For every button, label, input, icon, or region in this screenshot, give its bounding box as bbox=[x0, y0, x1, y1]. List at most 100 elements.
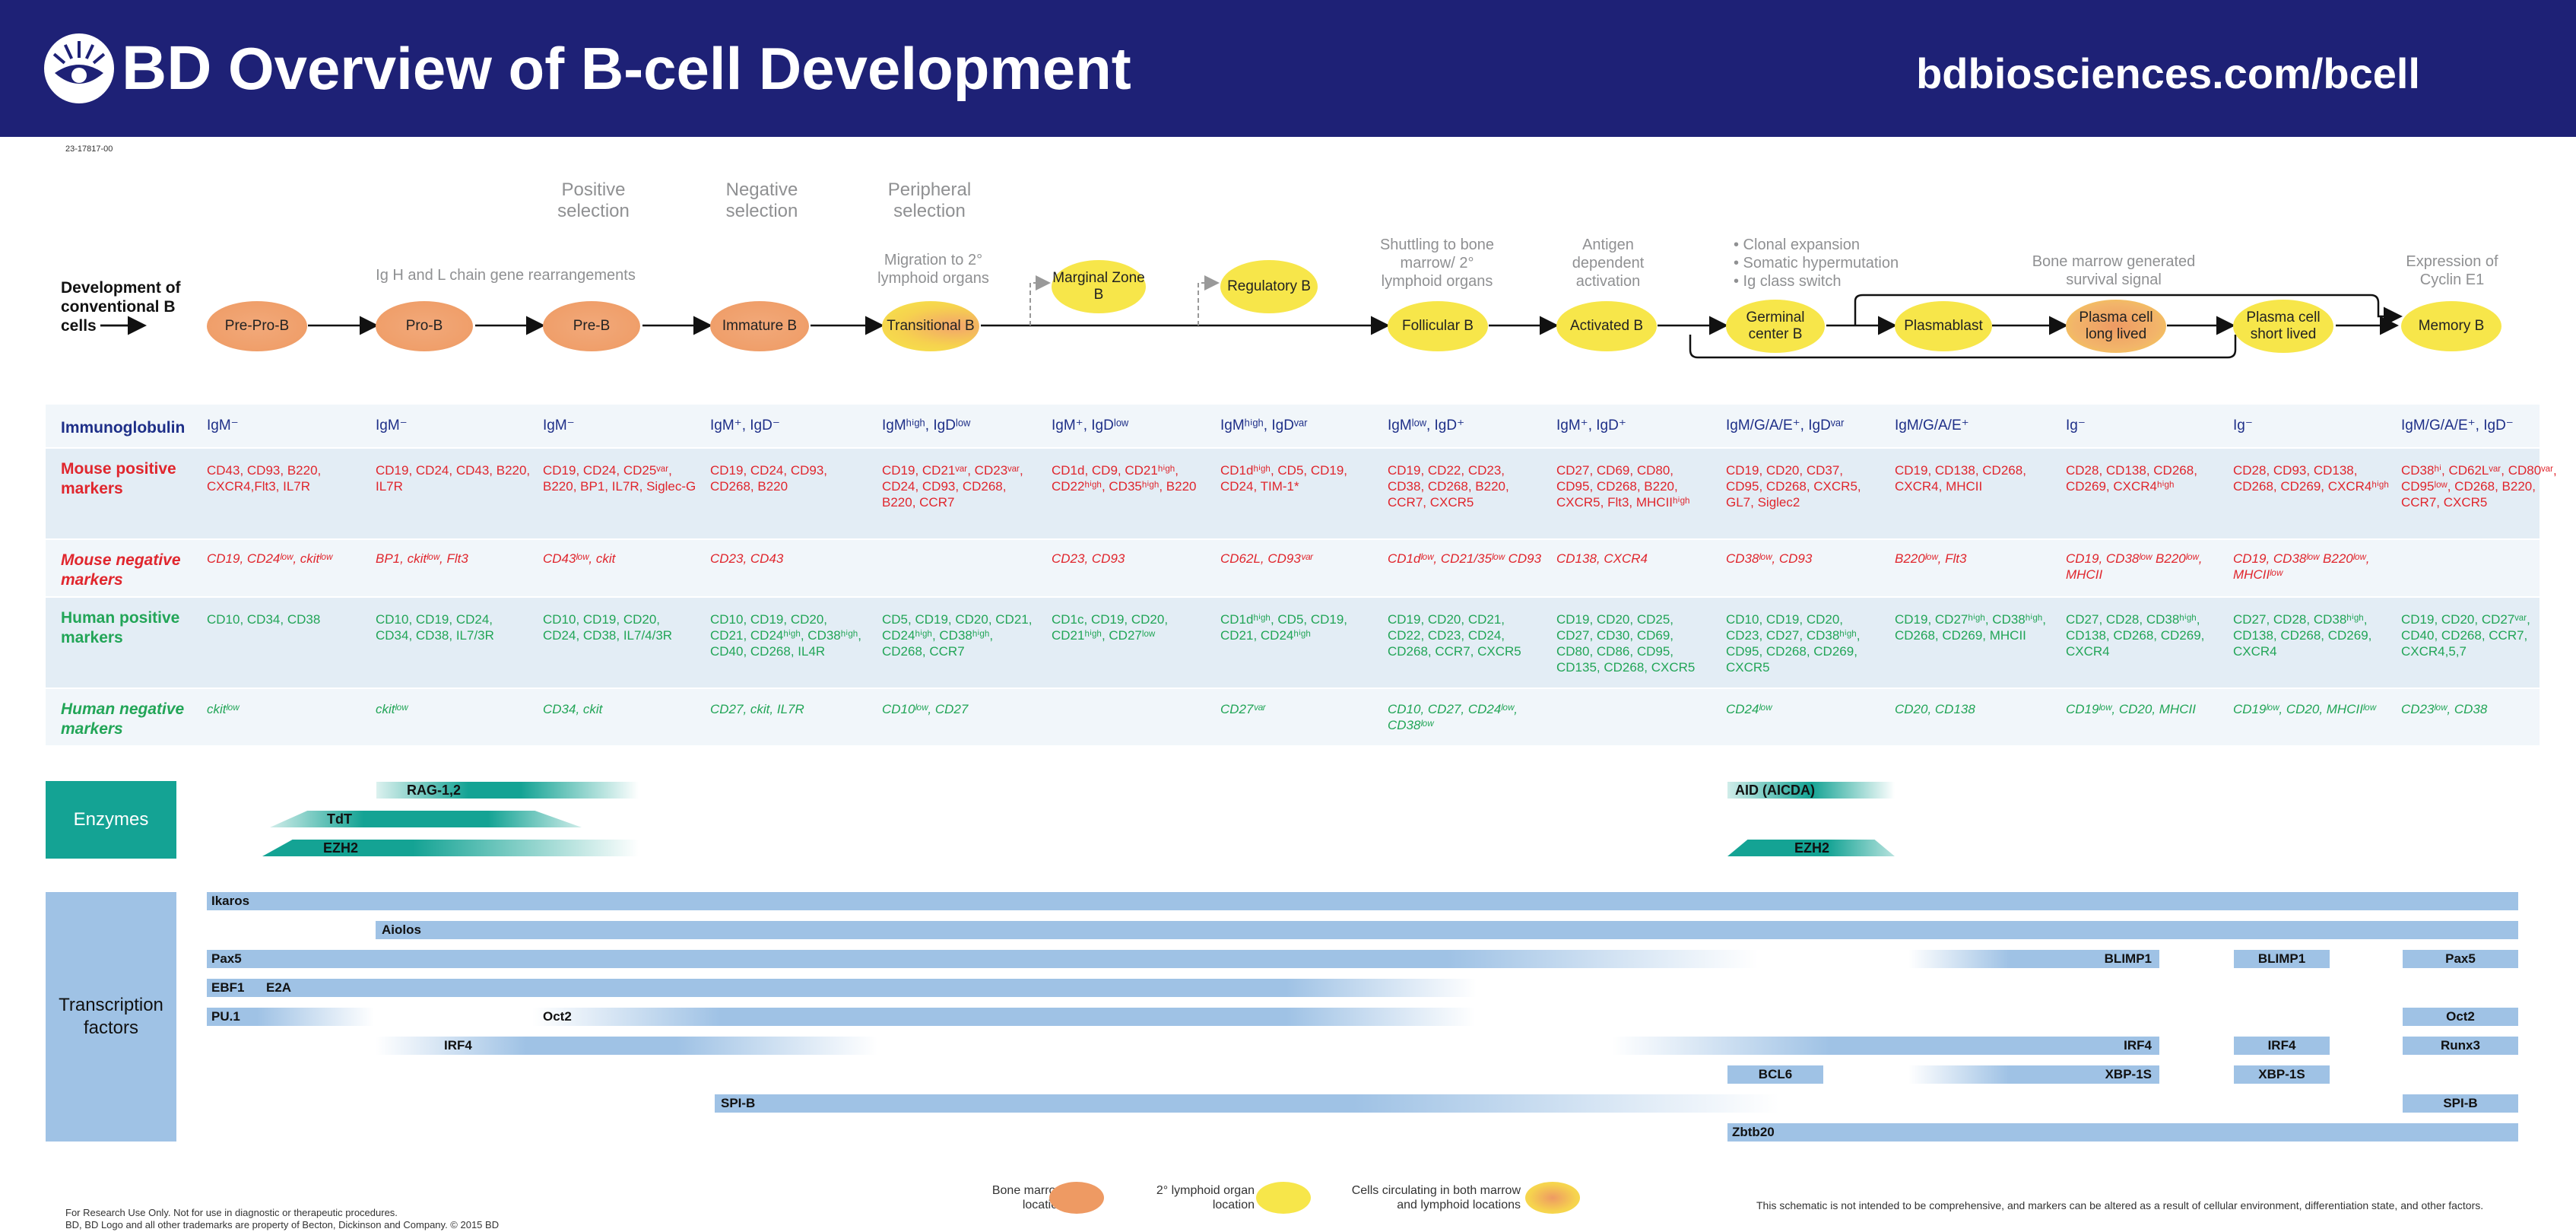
header-banner bbox=[0, 0, 2576, 137]
tf-oct2: Oct2 bbox=[532, 1008, 1475, 1026]
node-plasma-cell-short-lived: Plasma cell short lived bbox=[2233, 300, 2333, 353]
node-follicular-b: Follicular B bbox=[1388, 301, 1488, 351]
site-url-link[interactable]: bdbiosciences.com/bcell bbox=[1916, 49, 2420, 97]
bd-logo-icon bbox=[44, 33, 114, 103]
tf-pu1: PU.1 bbox=[207, 1008, 374, 1026]
ig-cell: IgM⁻ bbox=[376, 418, 408, 433]
mouse-positive-cell: CD19, CD138, CD268, CXCR4, MHCII bbox=[1895, 463, 2026, 494]
tf-blimp1: BLIMP1 bbox=[1908, 950, 2159, 968]
enzymes-label-box: Enzymes bbox=[46, 781, 176, 859]
human-positive-cell: CD27, CD28, CD38ʰⁱᵍʰ, CD138, CD268, CD26… bbox=[2066, 612, 2205, 659]
tf-oct2-b: Oct2 bbox=[2403, 1008, 2518, 1026]
legend-bone-marrow-swatch bbox=[1049, 1182, 1104, 1214]
row-band-human-positive bbox=[46, 598, 2540, 687]
mouse-negative-cell: CD38ˡᵒʷ, CD93 bbox=[1726, 551, 1813, 566]
human-positive-cell: CD5, CD19, CD20, CD21, CD24ʰⁱᵍʰ, CD38ʰⁱᵍ… bbox=[882, 612, 1033, 659]
tf-label-box: Transcription factors bbox=[46, 892, 176, 1142]
node-immature-b: Immature B bbox=[710, 301, 809, 351]
mouse-positive-cell: CD19, CD21ᵛᵃʳ, CD23ᵛᵃʳ, CD24, CD93, CD26… bbox=[882, 463, 1023, 510]
note-ig-rearrangement: Ig H and L chain gene rearrangements bbox=[376, 267, 636, 284]
row-label-immunoglobulin: Immunoglobulin bbox=[61, 419, 186, 437]
ig-cell: Ig⁻ bbox=[2233, 418, 2253, 433]
enzyme-ezh2: EZH2 bbox=[262, 840, 639, 856]
note-antigen-activation: Antigen dependent activation bbox=[1572, 237, 1645, 290]
human-positive-cell: CD27, CD28, CD38ʰⁱᵍʰ, CD138, CD268, CD26… bbox=[2233, 612, 2372, 659]
mouse-negative-cell: CD19, CD38ˡᵒʷ B220ˡᵒʷ, MHCIIˡᵒʷ bbox=[2233, 551, 2370, 582]
row-label-human-negative: Human negative markers bbox=[61, 700, 185, 738]
human-negative-cell: CD24ˡᵒʷ bbox=[1726, 702, 1772, 716]
mouse-positive-cell: CD19, CD22, CD23, CD38, CD268, B220, CCR… bbox=[1388, 463, 1509, 510]
ig-cell: IgM⁻ bbox=[207, 418, 239, 433]
human-negative-cell: CD34, ckit bbox=[543, 702, 603, 716]
tf-spib-b: SPI-B bbox=[2403, 1094, 2518, 1113]
mouse-positive-cell: CD43, CD93, B220, CXCR4,Flt3, IL7R bbox=[207, 463, 322, 494]
mouse-negative-cell: CD62L, CD93ᵛᵃʳ bbox=[1220, 551, 1313, 566]
ig-cell: IgM⁺, IgD⁺ bbox=[1556, 418, 1626, 433]
mouse-positive-cell: CD1dʰⁱᵍʰ, CD5, CD19, CD24, TIM-1* bbox=[1220, 463, 1348, 494]
mouse-positive-cell: CD1d, CD9, CD21ʰⁱᵍʰ, CD22ʰⁱᵍʰ, CD35ʰⁱᵍʰ,… bbox=[1052, 463, 1197, 494]
tf-ikaros: Ikaros bbox=[207, 892, 2518, 910]
note-class-switch: • Ig class switch bbox=[1734, 273, 1842, 290]
note-migration: Migration to 2° lymphoid organs bbox=[877, 252, 989, 287]
ig-cell: Ig⁻ bbox=[2066, 418, 2086, 433]
human-negative-cell: ckitˡᵒʷ bbox=[207, 702, 240, 716]
note-cyclin-e1: Expression of Cyclin E1 bbox=[2406, 253, 2498, 288]
tf-spib: SPI-B bbox=[715, 1094, 1779, 1113]
mouse-positive-cell: CD38ʰⁱ, CD62Lᵛᵃʳ, CD80ᵛᵃʳ, CD95ˡᵒʷ, CD26… bbox=[2401, 463, 2557, 510]
node-pro-b: Pro-B bbox=[376, 301, 473, 351]
tf-xbp1s-b: XBP-1S bbox=[2234, 1065, 2330, 1084]
mouse-positive-cell: CD19, CD24, CD43, B220, IL7R bbox=[376, 463, 531, 494]
mouse-negative-cell: B220ˡᵒʷ, Flt3 bbox=[1895, 551, 1967, 566]
tf-runx3: Runx3 bbox=[2403, 1037, 2518, 1055]
human-negative-cell: CD27ᵛᵃʳ bbox=[1220, 702, 1266, 716]
tf-pax5-b: Pax5 bbox=[2403, 950, 2518, 968]
human-negative-cell: CD19ˡᵒʷ, CD20, MHCII bbox=[2066, 702, 2196, 716]
node-transitional-b: Transitional B bbox=[882, 301, 979, 351]
human-positive-cell: CD10, CD19, CD20, CD21, CD24ʰⁱᵍʰ, CD38ʰⁱ… bbox=[710, 612, 861, 659]
mouse-negative-cell: CD1dˡᵒʷ, CD21/35ˡᵒʷ CD93 bbox=[1388, 551, 1542, 566]
legend-lymphoid-label: 2° lymphoid organ location bbox=[1156, 1184, 1255, 1211]
document-code: 23-17817-00 bbox=[65, 144, 113, 154]
tf-xbp1s: XBP-1S bbox=[1908, 1065, 2159, 1084]
mouse-negative-cell: CD43ˡᵒʷ, ckit bbox=[543, 551, 616, 566]
row-band-mouse-positive bbox=[46, 449, 2540, 538]
enzyme-ezh2-b: EZH2 bbox=[1727, 840, 1895, 856]
human-positive-cell: CD10, CD19, CD20, CD23, CD27, CD38ʰⁱᵍʰ, … bbox=[1726, 612, 1861, 675]
tf-aiolos: Aiolos bbox=[376, 921, 2518, 939]
mouse-positive-cell: CD19, CD24, CD25ᵛᵃʳ, B220, BP1, IL7R, Si… bbox=[543, 463, 696, 494]
tf-irf4-b: IRF4 bbox=[1612, 1037, 2159, 1055]
tf-irf4-c: IRF4 bbox=[2234, 1037, 2330, 1055]
node-plasmablast: Plasmablast bbox=[1895, 301, 1992, 351]
ig-cell: IgM/G/A/E⁺ bbox=[1895, 418, 1969, 433]
tf-pax5: Pax5 bbox=[207, 950, 1758, 968]
page-title: Overview of B-cell Development bbox=[228, 35, 1131, 102]
legend-mixed-swatch bbox=[1525, 1182, 1580, 1214]
node-plasma-cell-long-lived: Plasma cell long lived bbox=[2066, 300, 2166, 353]
footer-line-1: For Research Use Only. Not for use in di… bbox=[65, 1207, 398, 1218]
human-negative-cell: CD20, CD138 bbox=[1895, 702, 1975, 716]
enzymes-label: Enzymes bbox=[73, 809, 149, 830]
development-arrow-icon bbox=[100, 321, 143, 330]
mouse-positive-cell: CD28, CD93, CD138, CD268, CD269, CXCR4ʰⁱ… bbox=[2233, 463, 2389, 494]
human-positive-cell: CD10, CD19, CD20, CD24, CD38, IL7/4/3R bbox=[543, 612, 673, 643]
mouse-positive-cell: CD19, CD20, CD37, CD95, CD268, CXCR5, GL… bbox=[1726, 463, 1861, 510]
pathway-arrows bbox=[100, 275, 2403, 359]
node-regulatory-b: Regulatory B bbox=[1220, 260, 1318, 313]
note-peripheral-selection: Peripheral selection bbox=[887, 179, 972, 221]
human-negative-cell: CD23ˡᵒʷ, CD38 bbox=[2401, 702, 2488, 716]
ig-cell: IgMʰⁱᵍʰ, IgDᵛᵃʳ bbox=[1220, 418, 1308, 433]
human-positive-cell: CD10, CD19, CD24, CD34, CD38, IL7/3R bbox=[376, 612, 494, 643]
human-positive-cell: CD19, CD27ʰⁱᵍʰ, CD38ʰⁱᵍʰ, CD268, CD269, … bbox=[1895, 612, 2046, 643]
note-clonal-expansion: • Clonal expansion bbox=[1734, 237, 1860, 253]
node-marginal-zone-b: Marginal Zone B bbox=[1052, 260, 1146, 313]
human-positive-cell: CD10, CD34, CD38 bbox=[207, 612, 321, 627]
ig-cell: IgM⁺, IgD⁻ bbox=[710, 418, 780, 433]
note-negative-selection: Negative selection bbox=[725, 179, 798, 221]
human-negative-cell: CD10ˡᵒʷ, CD27 bbox=[882, 702, 969, 716]
ig-cell: IgM⁻ bbox=[543, 418, 575, 433]
tf-zbtb20: Zbtb20 bbox=[1727, 1123, 2518, 1142]
mouse-positive-cell: CD19, CD24, CD93, CD268, B220 bbox=[710, 463, 828, 494]
enzyme-aid: AID (AICDA) bbox=[1727, 782, 1895, 799]
human-positive-cell: CD1dʰⁱᵍʰ, CD5, CD19, CD21, CD24ʰⁱᵍʰ bbox=[1220, 612, 1348, 643]
ig-cell: IgMˡᵒʷ, IgD⁺ bbox=[1388, 418, 1465, 433]
